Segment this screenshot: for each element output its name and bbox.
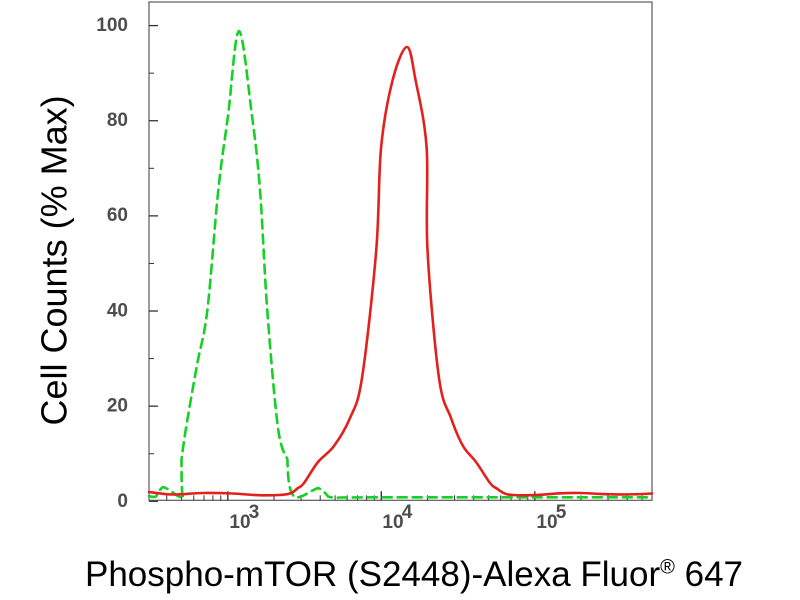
svg-text:60: 60 <box>107 205 128 226</box>
svg-text:10: 10 <box>229 512 250 533</box>
svg-text:40: 40 <box>107 300 128 321</box>
svg-text:20: 20 <box>107 396 128 417</box>
svg-text:3: 3 <box>249 502 260 523</box>
svg-text:100: 100 <box>96 15 128 36</box>
svg-text:0: 0 <box>117 491 128 512</box>
svg-text:80: 80 <box>107 110 128 131</box>
svg-text:10: 10 <box>382 512 403 533</box>
svg-text:4: 4 <box>402 502 413 523</box>
svg-text:10: 10 <box>536 512 557 533</box>
svg-text:5: 5 <box>556 502 567 523</box>
